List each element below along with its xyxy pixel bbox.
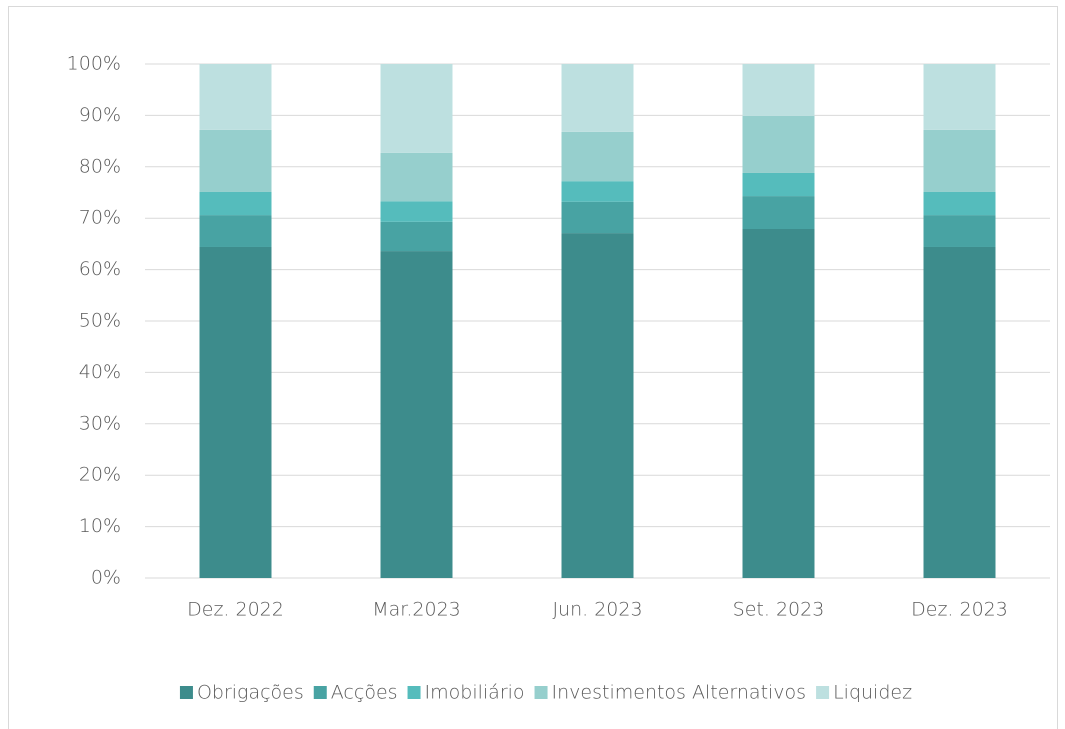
legend-label: Imobiliário (425, 682, 525, 704)
bar-segment (923, 129, 996, 192)
x-tick-label: Dez. 2022 (187, 599, 284, 621)
x-tick-label: Jun. 2023 (552, 599, 642, 621)
bar-segment (380, 221, 453, 252)
bar-segment (923, 191, 996, 216)
y-tick-label: 100% (67, 53, 121, 75)
bar-segment (561, 64, 634, 132)
bar-segment (380, 64, 453, 153)
bar-segment (923, 246, 996, 578)
bar-segment (199, 129, 272, 192)
chart-border (8, 6, 1058, 729)
legend-label: Acções (331, 682, 398, 704)
bar-segment (561, 201, 634, 234)
bar-segment (199, 215, 272, 247)
bar-segment (380, 251, 453, 578)
bar-segment (742, 196, 815, 229)
bar-segment (742, 115, 815, 173)
legend-swatch (534, 686, 548, 699)
legend-label: Obrigações (197, 682, 304, 704)
legend-label: Liquidez (833, 682, 912, 704)
bar-segment (199, 246, 272, 578)
y-tick-label: 90% (79, 104, 121, 126)
bar-segment (199, 191, 272, 216)
bar-segment (742, 172, 815, 197)
legend-swatch (313, 686, 327, 699)
bar-segment (199, 64, 272, 130)
x-tick-label: Mar.2023 (372, 599, 461, 621)
bar-segment (742, 64, 815, 116)
y-tick-label: 60% (79, 258, 121, 280)
bar-segment (561, 181, 634, 202)
y-tick-label: 10% (79, 515, 121, 537)
y-tick-label: 80% (79, 155, 121, 177)
bar-segment (742, 228, 815, 578)
bar-segment (380, 152, 453, 202)
x-tick-label: Set. 2023 (733, 599, 825, 621)
bar-segment (923, 64, 996, 130)
legend-swatch (179, 686, 193, 699)
y-tick-label: 30% (79, 412, 121, 434)
x-tick-label: Dez. 2023 (911, 599, 1008, 621)
bar-segment (380, 201, 453, 222)
bar-segment (561, 131, 634, 182)
y-tick-label: 40% (79, 361, 121, 383)
y-tick-label: 50% (79, 310, 121, 332)
bar-segment (923, 215, 996, 247)
y-tick-label: 70% (79, 207, 121, 229)
y-tick-label: 20% (79, 464, 121, 486)
legend-label: Investimentos Alternativos (552, 682, 807, 704)
legend-swatch (407, 686, 421, 699)
legend: Obrigações Acções Imobiliário Investimentos… (179, 682, 912, 704)
y-tick-label: 0% (91, 567, 121, 589)
legend-swatch (816, 686, 830, 699)
bar-segment (561, 233, 634, 578)
